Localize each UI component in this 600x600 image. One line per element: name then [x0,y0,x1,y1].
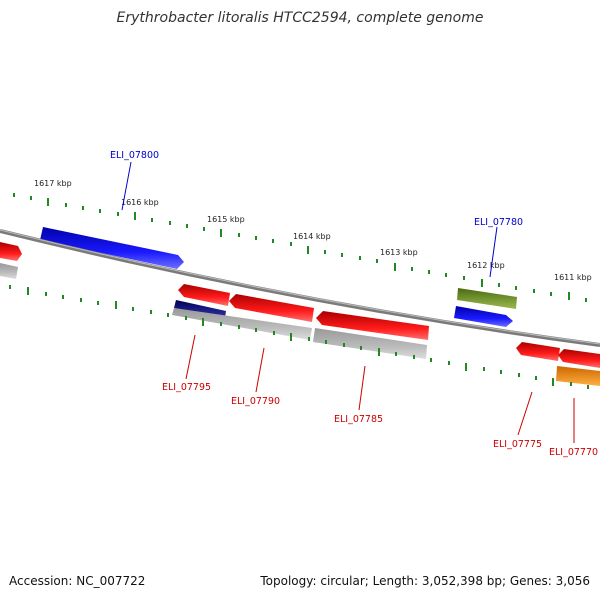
gene-label[interactable]: ELI_07800 [110,150,159,161]
label-leaders [121,161,575,443]
forward-strand [0,227,517,327]
reverse-strand [172,284,600,386]
gene-label[interactable]: ELI_07785 [334,414,383,425]
scale-label: 1612 kbp [467,261,505,270]
genome-backbone-highlight [0,229,600,345]
scale-label: 1613 kbp [380,248,418,257]
genome-backbone[interactable] [0,229,600,347]
gene-arrow-eli-07770[interactable] [558,349,600,368]
gene-labels: ELI_07800 ELI_07780 ELI_07795 ELI_07790 … [110,150,598,458]
gene-label[interactable]: ELI_07775 [493,439,542,450]
gene-arrow-eli-07790[interactable] [229,294,314,322]
scale-label: 1616 kbp [121,198,159,207]
orange-feature[interactable] [556,366,600,386]
gene-label[interactable]: ELI_07770 [549,447,598,458]
gray-feature-left-edge[interactable] [0,263,18,279]
scale-label: 1617 kbp [34,179,72,188]
genome-title: Erythrobacter litoralis HTCC2594, comple… [116,10,484,26]
gray-feature-2[interactable] [313,328,427,359]
gene-arrow-eli-07785[interactable] [316,311,429,340]
gene-arrow-left-edge[interactable] [0,242,22,261]
scale-labels: 1617 kbp 1616 kbp 1615 kbp 1614 kbp 1613… [34,179,592,282]
scale-label: 1611 kbp [554,273,592,282]
gene-label[interactable]: ELI_07795 [162,382,211,393]
gene-label[interactable]: ELI_07790 [231,396,280,407]
gene-arrow-eli-07780[interactable] [454,306,513,327]
gene-arrow-eli-07800[interactable] [40,227,184,269]
genome-summary: Topology: circular; Length: 3,052,398 bp… [260,574,590,588]
accession-label: Accession: NC_007722 [9,574,146,588]
inner-tick-row [9,285,589,389]
gene-arrow-eli-07775[interactable] [516,342,560,361]
outer-tick-row [13,193,587,302]
gray-feature-1[interactable] [172,308,312,340]
scale-label: 1614 kbp [293,232,331,241]
scale-label: 1615 kbp [207,215,245,224]
navy-feature[interactable] [174,300,226,318]
gene-label[interactable]: ELI_07780 [474,217,523,228]
gene-arrow-eli-07795[interactable] [178,284,230,306]
rna-feature[interactable] [457,288,517,309]
